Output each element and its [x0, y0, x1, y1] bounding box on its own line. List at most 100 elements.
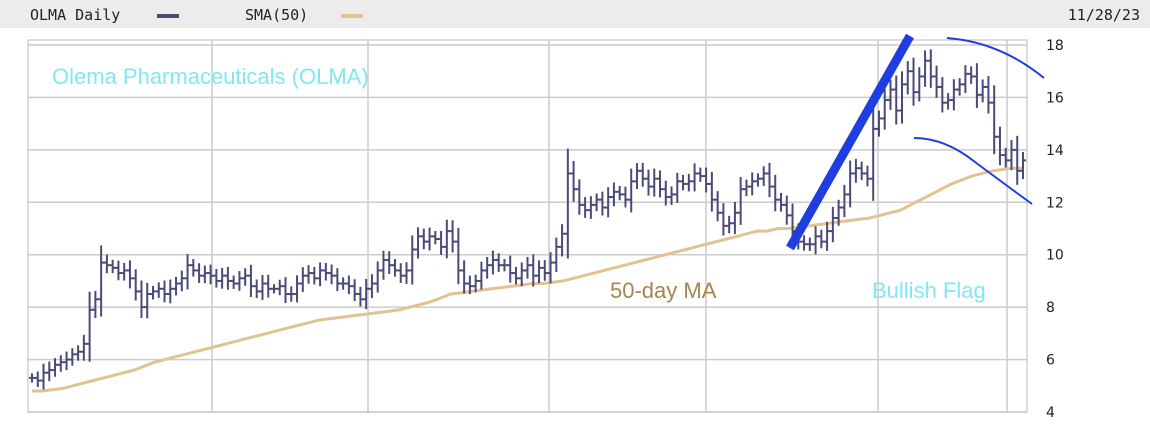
price-bar	[63, 351, 70, 371]
price-bar	[230, 275, 237, 289]
price-bar	[697, 167, 704, 182]
price-bar	[512, 266, 519, 285]
price-bar	[109, 259, 116, 274]
price-bar	[391, 259, 398, 277]
price-bar	[282, 277, 289, 304]
price-bar	[864, 165, 871, 187]
stock-title-annotation: Olema Pharmaceuticals (OLMA)	[52, 64, 369, 89]
price-bar	[415, 227, 422, 259]
y-tick-label: 14	[1046, 143, 1064, 159]
price-bar	[973, 63, 980, 109]
price-bar	[132, 269, 139, 301]
price-bar	[530, 254, 537, 287]
price-bar	[334, 268, 341, 292]
price-bar	[933, 65, 940, 98]
price-bar	[29, 373, 35, 383]
price-bar	[1014, 135, 1021, 185]
flag-annotation: Bullish Flag	[872, 278, 986, 303]
price-bar	[680, 174, 687, 191]
y-tick-label: 6	[1046, 353, 1055, 369]
price-bar	[317, 262, 324, 287]
price-bar	[858, 161, 865, 181]
price-bar	[852, 158, 859, 183]
price-bar	[714, 191, 721, 222]
price-bar	[899, 71, 906, 124]
price-bar	[52, 358, 59, 377]
price-bar	[443, 219, 450, 259]
price-bar	[645, 169, 652, 196]
price-bar	[472, 274, 479, 293]
price-bar	[749, 172, 756, 196]
price-bar	[593, 193, 600, 212]
price-bar	[69, 348, 76, 366]
price-bar	[559, 224, 566, 257]
price-bar	[322, 262, 329, 281]
price-bar	[149, 286, 156, 300]
y-axis-ticks: 4 6 8 10 12 14 16 18	[1046, 38, 1064, 421]
price-bar	[184, 254, 191, 290]
price-bar	[311, 266, 318, 285]
price-bar	[553, 237, 560, 272]
y-tick-label: 10	[1046, 248, 1064, 264]
price-bar	[397, 263, 404, 283]
price-bar	[507, 255, 514, 283]
price-bar	[956, 78, 963, 96]
price-bar	[570, 160, 577, 202]
price-bar	[242, 268, 249, 286]
price-bar	[639, 162, 646, 187]
price-bar	[98, 245, 105, 317]
price-bar	[288, 286, 295, 302]
price-bar	[657, 170, 664, 198]
price-bar	[893, 75, 900, 125]
y-tick-label: 8	[1046, 300, 1055, 316]
price-bar	[155, 282, 162, 298]
plot-frame	[27, 39, 1028, 413]
price-bar	[801, 235, 808, 251]
price-bar	[950, 79, 957, 111]
price-bar	[80, 334, 87, 361]
price-bar	[616, 185, 623, 201]
price-bar	[587, 196, 594, 219]
price-bar	[380, 250, 387, 280]
price-bar	[201, 265, 208, 284]
price-bar	[922, 50, 929, 87]
price-bar	[167, 279, 174, 304]
price-bar	[518, 262, 525, 287]
price-bar	[904, 61, 911, 95]
flagpole-trendline	[786, 33, 914, 251]
price-bar	[484, 256, 491, 279]
price-bar	[466, 275, 473, 295]
price-bar	[841, 184, 848, 218]
price-bar	[340, 277, 347, 290]
chart-date: 11/28/23	[1068, 6, 1140, 24]
price-bar	[599, 191, 606, 216]
price-bar	[253, 279, 260, 299]
price-bar	[420, 228, 427, 250]
price-bar	[40, 363, 47, 390]
sma-series	[32, 166, 1023, 393]
price-bar	[299, 267, 306, 293]
price-bar	[945, 93, 952, 110]
price-bar	[173, 276, 180, 296]
price-bar	[887, 79, 894, 110]
price-bar	[103, 254, 110, 274]
price-bar	[144, 282, 151, 319]
price-bar	[213, 269, 220, 288]
price-bar	[754, 173, 761, 187]
price-bar	[345, 275, 352, 295]
price-bar	[478, 261, 485, 290]
price-bar	[386, 251, 393, 274]
y-tick-label: 16	[1046, 90, 1064, 106]
price-bar	[247, 264, 254, 298]
price-bar	[824, 221, 831, 251]
price-bar	[461, 260, 468, 294]
price-bar	[685, 173, 692, 192]
price-bar	[1008, 140, 1015, 171]
price-bar	[772, 174, 779, 212]
price-bar	[916, 67, 923, 102]
price-bar	[875, 110, 882, 137]
price-bar	[438, 230, 445, 255]
price-bar	[703, 167, 710, 193]
price-bar	[207, 264, 214, 285]
